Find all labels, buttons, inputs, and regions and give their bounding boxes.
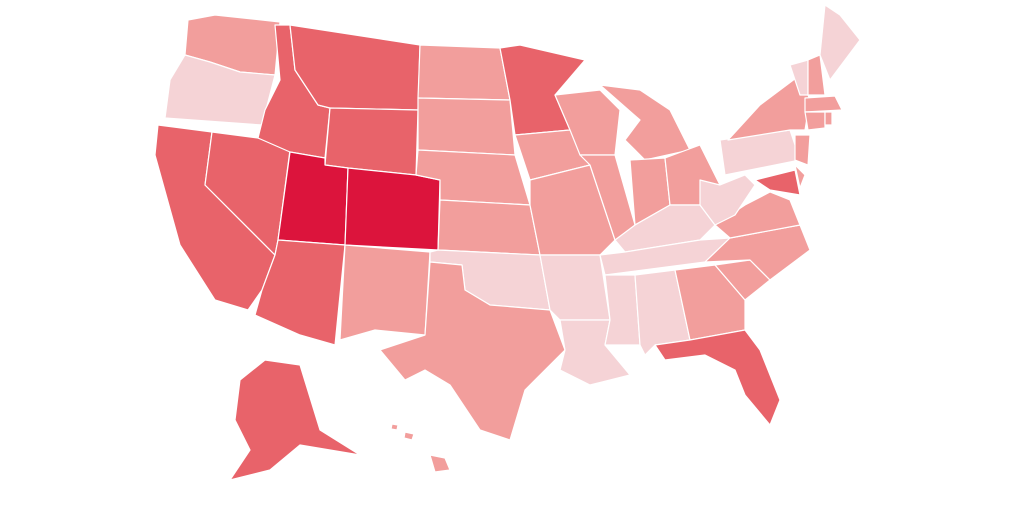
state: [699, 174, 756, 226]
state: [824, 111, 833, 126]
state: [403, 431, 415, 441]
state: [437, 199, 541, 256]
state: [379, 261, 566, 441]
state: [339, 244, 431, 341]
state: [254, 239, 346, 346]
state: [819, 4, 861, 81]
state: [417, 97, 516, 156]
state: [714, 191, 801, 239]
state: [599, 84, 691, 161]
state: [604, 274, 641, 346]
state: [429, 454, 451, 473]
state: [390, 423, 399, 431]
state: [794, 134, 811, 166]
state: [794, 164, 806, 189]
state: [804, 111, 826, 131]
state: [754, 169, 801, 196]
states: [154, 4, 861, 481]
state: [807, 54, 826, 96]
state: [324, 107, 419, 176]
state: [804, 95, 843, 113]
state: [539, 254, 611, 321]
state: [164, 54, 276, 126]
state: [417, 44, 511, 101]
state: [229, 359, 361, 481]
state: [344, 167, 441, 251]
state: [674, 264, 746, 341]
state: [654, 329, 781, 426]
